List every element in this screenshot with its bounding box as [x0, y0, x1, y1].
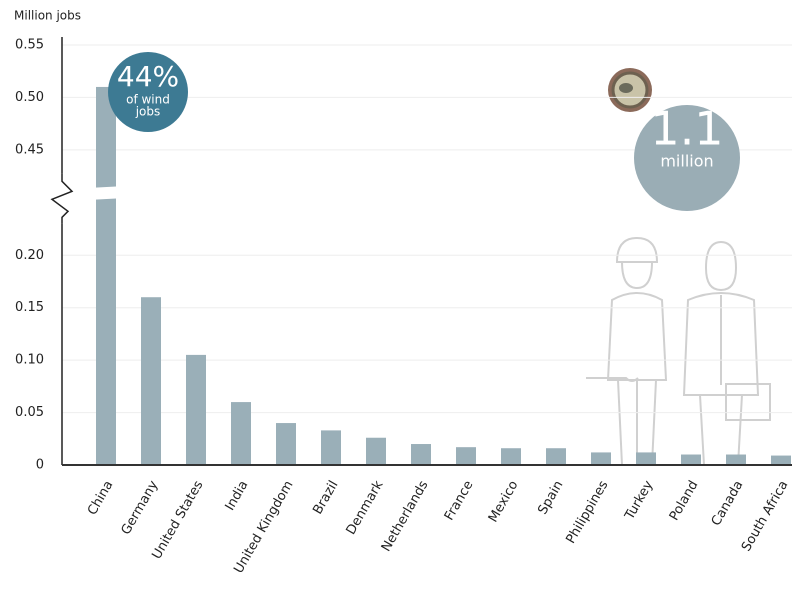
- x-tick-label: Denmark: [344, 478, 387, 538]
- axis-break-gap: [62, 151, 792, 202]
- share-value: 44%: [117, 60, 179, 93]
- x-tick-label: Philippines: [563, 478, 611, 546]
- bar: [96, 86, 116, 465]
- bar: [681, 454, 701, 465]
- x-tick-label: Germany: [119, 478, 162, 538]
- x-tick-label: Mexico: [486, 478, 522, 525]
- y-tick-label: 0.50: [15, 90, 44, 105]
- bar: [501, 448, 521, 465]
- share-caption: jobs: [135, 105, 161, 119]
- share-caption: of wind: [126, 93, 170, 107]
- total-caption: million: [660, 152, 713, 171]
- bar: [411, 444, 431, 465]
- y-tick-label: 0.55: [15, 38, 44, 53]
- x-tick-label: Turkey: [622, 478, 657, 523]
- y-tick-label: 0.45: [15, 142, 44, 157]
- y-axis-label: Million jobs: [14, 9, 81, 23]
- businessman-figure: [682, 240, 771, 466]
- bar: [366, 437, 386, 465]
- worker-figure: [586, 236, 668, 466]
- y-tick-label: 0: [36, 458, 44, 473]
- y-tick-label: 0.05: [15, 405, 44, 420]
- y-tick-label: 0.20: [15, 248, 44, 263]
- x-tick-label: Canada: [709, 478, 747, 528]
- bar: [321, 430, 341, 465]
- bar: [456, 447, 476, 465]
- bar: [231, 402, 251, 465]
- x-tick-label: South Africa: [739, 478, 791, 554]
- y-tick-label: 0.15: [15, 300, 44, 315]
- x-tick-label: India: [223, 478, 252, 513]
- illustration: [586, 68, 771, 466]
- bar: [186, 354, 206, 465]
- total-value: 1.1: [650, 102, 723, 156]
- bar: [636, 452, 656, 465]
- share-bubble: [108, 52, 188, 132]
- bar: [726, 454, 746, 465]
- axis-break: [50, 173, 74, 224]
- bar: [591, 452, 611, 465]
- y-tick-label: 0.10: [15, 353, 44, 368]
- bar: [771, 455, 791, 465]
- x-tick-label: Poland: [667, 478, 702, 523]
- bar: [546, 448, 566, 465]
- x-tick-label: Brazil: [310, 478, 341, 517]
- x-tick-label: France: [442, 478, 477, 523]
- x-tick-label: Spain: [535, 478, 566, 517]
- coin-mark: [619, 83, 633, 93]
- bar: [141, 297, 161, 465]
- x-tick-label: Netherlands: [379, 478, 432, 554]
- x-tick-label: China: [85, 478, 117, 518]
- total-bubble: [634, 105, 740, 211]
- bar: [276, 423, 296, 465]
